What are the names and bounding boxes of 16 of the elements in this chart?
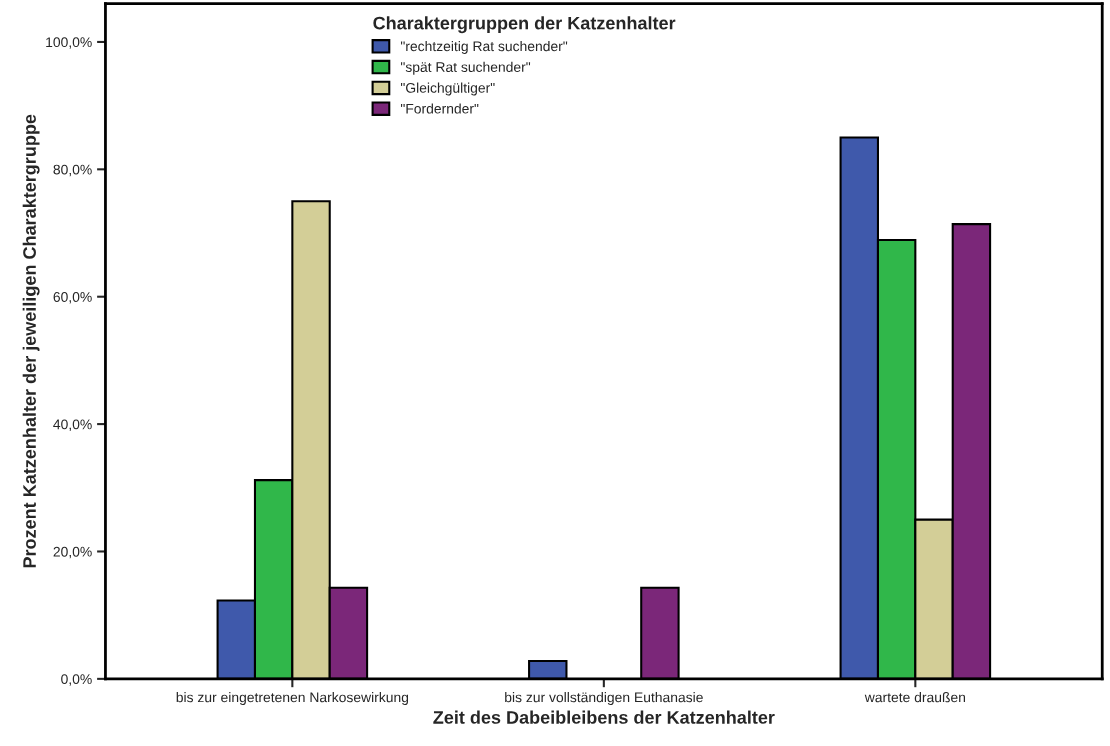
- x-axis-title: Zeit des Dabeibleibens der Katzenhalter: [433, 710, 775, 724]
- x-tick-label: wartete draußen: [864, 692, 965, 703]
- legend-label: "Gleichgültiger": [400, 82, 495, 96]
- y-axis-title: Prozent Katzenhalter der jeweiligen Charaktergruppe: [22, 114, 40, 568]
- y-tick-label: 80,0%: [53, 164, 92, 177]
- legend-label: "Fordernder": [400, 103, 479, 114]
- legend-label: "spät Rat suchender": [400, 61, 531, 75]
- x-tick-label: bis zur vollständigen Euthanasie: [505, 692, 703, 705]
- y-tick-label: 60,0%: [53, 292, 92, 304]
- legend-label: "rechtzeitig Rat suchender": [400, 40, 568, 54]
- y-tick-label: 0,0%: [61, 674, 92, 686]
- y-tick-label: 100,0%: [46, 37, 92, 49]
- legend-title: Charaktergruppen der Katzenhalter: [373, 16, 676, 34]
- x-tick-label: bis zur eingetretenen Narkosewirkung: [176, 692, 409, 705]
- y-tick-label: 20,0%: [53, 546, 92, 559]
- y-tick-label: 40,0%: [53, 419, 92, 431]
